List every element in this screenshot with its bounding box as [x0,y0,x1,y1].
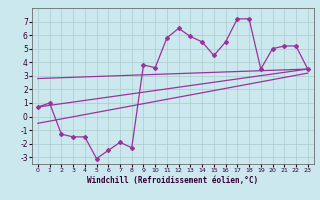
X-axis label: Windchill (Refroidissement éolien,°C): Windchill (Refroidissement éolien,°C) [87,176,258,185]
